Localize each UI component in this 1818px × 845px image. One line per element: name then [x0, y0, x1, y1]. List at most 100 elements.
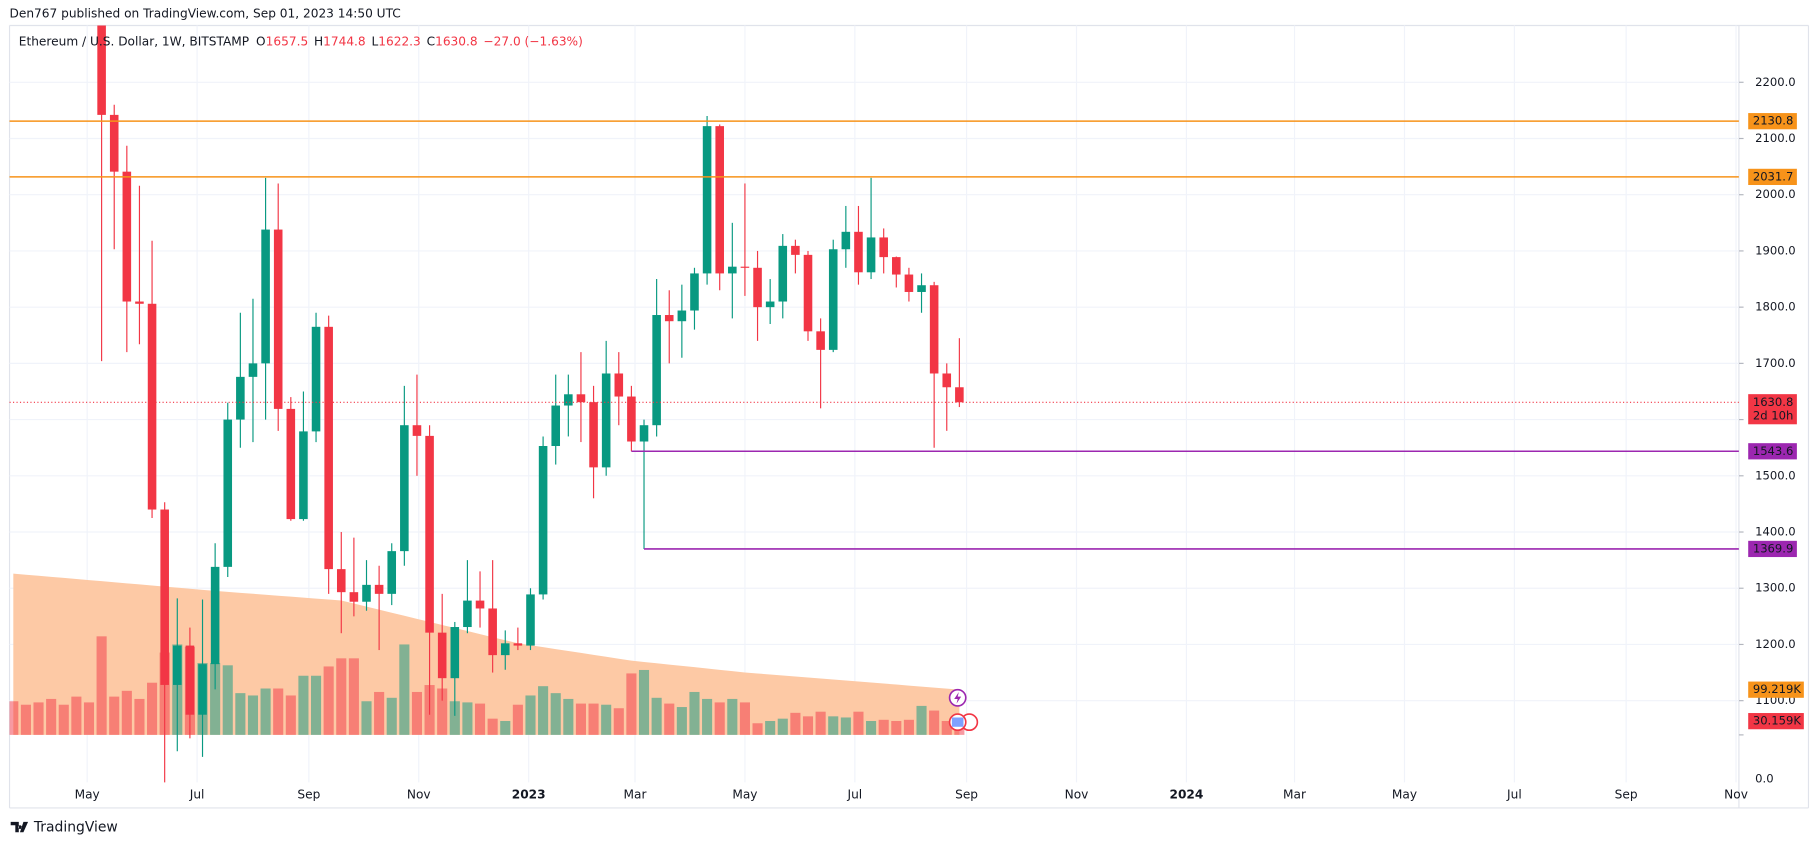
- volume-bar: [374, 691, 385, 735]
- x-tick-label: Nov: [1724, 788, 1748, 802]
- volume-bar: [752, 723, 763, 735]
- volume-bar: [878, 719, 889, 735]
- legend-letter: O: [256, 34, 266, 48]
- axes: May Jul Sep Nov 2023 Mar May Jul Sep Nov 2024 Mar Ma…: [75, 75, 1804, 802]
- level-label: 2031.7: [1753, 169, 1794, 183]
- candle-body: [841, 231, 851, 250]
- volume-bar: [512, 704, 523, 735]
- x-tick-label: Jul: [847, 788, 863, 802]
- x-tick-label: 2024: [1170, 788, 1204, 802]
- volume-bar: [676, 707, 687, 735]
- volume-bar: [58, 704, 69, 735]
- volume-ma-label: 99.219K: [1753, 682, 1802, 696]
- candle-body: [286, 408, 296, 520]
- candle-body: [273, 229, 283, 409]
- volume-bar: [828, 716, 839, 735]
- volume-bar: [500, 720, 511, 735]
- candle-body: [400, 425, 409, 552]
- candle-body: [362, 584, 371, 602]
- volume-bar: [815, 711, 826, 735]
- volume-bar: [777, 718, 788, 735]
- candle-body: [828, 249, 838, 350]
- last-price-label: 1630.8: [1753, 395, 1794, 409]
- candle-body: [500, 643, 510, 656]
- volume-bar: [386, 697, 397, 735]
- candle-body: [198, 664, 207, 715]
- legend-change: −27.0 (−1.63%): [483, 34, 582, 48]
- event-icon-bolt: [954, 691, 962, 704]
- y-tick-label: 1700.0: [1755, 356, 1796, 370]
- volume-bar: [765, 720, 776, 735]
- candle-body: [778, 245, 788, 302]
- volume-bar: [222, 665, 233, 735]
- candle-body: [425, 435, 434, 633]
- volume-bar: [311, 675, 322, 735]
- volume-bar: [235, 693, 246, 735]
- volume-bar: [285, 695, 296, 735]
- candle-body: [854, 231, 863, 273]
- volume-bar: [739, 702, 750, 735]
- candle-body: [791, 245, 800, 255]
- volume-bar: [487, 718, 498, 735]
- candle-body: [147, 303, 157, 510]
- volume-bar: [802, 716, 814, 735]
- volume-bar: [247, 695, 259, 735]
- x-tick-label: Sep: [1615, 788, 1638, 802]
- candle-body: [324, 326, 333, 570]
- candle-body: [627, 396, 636, 442]
- candle-body: [223, 419, 233, 567]
- y-tick-label: 2100.0: [1755, 131, 1796, 145]
- candle-body: [803, 254, 813, 332]
- candle-body: [122, 171, 132, 302]
- price-pane: [9, 25, 1739, 783]
- volume-bar: [538, 686, 549, 735]
- publisher-line: Den767 published on TradingView.com, Sep…: [10, 6, 401, 20]
- candle-body: [185, 645, 195, 715]
- volume-bar: [336, 658, 347, 735]
- volume-bar: [109, 696, 120, 735]
- volume-bar: [33, 702, 44, 735]
- y-tick-label: 1200.0: [1755, 637, 1796, 651]
- volume-bar: [903, 719, 914, 735]
- volume-bar: [437, 688, 448, 735]
- candle-body: [526, 594, 535, 646]
- candle-body: [236, 376, 245, 420]
- footer-logo: [10, 821, 29, 833]
- volume-bar: [411, 691, 423, 735]
- volume-bar: [260, 688, 271, 735]
- volume-bar: [941, 720, 952, 735]
- candle-body: [248, 363, 258, 377]
- volume-bar: [664, 703, 675, 735]
- level-label-box: [1748, 113, 1797, 130]
- volume-last-box: [1748, 713, 1804, 730]
- volume-bar: [601, 704, 612, 735]
- candle-body: [538, 446, 548, 595]
- volume-pane: [9, 573, 965, 735]
- x-tick-label: May: [75, 788, 100, 802]
- candle-body: [955, 387, 964, 403]
- candle-body: [160, 509, 169, 685]
- candle-body: [765, 301, 775, 308]
- candle-body: [601, 373, 611, 468]
- candle-body: [463, 600, 472, 628]
- legend-value: 1744.8: [323, 34, 366, 48]
- volume-bar: [9, 701, 19, 735]
- x-tick-label: May: [732, 788, 757, 802]
- volume-bar: [638, 669, 650, 735]
- footer-brand: TradingView: [33, 820, 118, 836]
- y2-tick-label: 0.0: [1755, 771, 1773, 785]
- legend-value: 1657.5: [266, 34, 309, 48]
- volume-bar: [714, 702, 725, 735]
- volume-bar: [462, 702, 473, 735]
- volume-bar: [210, 662, 221, 735]
- candle-body: [652, 315, 661, 426]
- volume-bar: [83, 702, 95, 735]
- legend-letter: L: [371, 34, 378, 48]
- candle-body: [97, 25, 106, 115]
- x-tick-label: Sep: [297, 788, 320, 802]
- volume-bar: [626, 673, 637, 735]
- volume-bar: [96, 636, 107, 735]
- y-tick-label: 1500.0: [1755, 468, 1796, 482]
- volume-ma-box: [1748, 681, 1804, 698]
- candle-body: [866, 237, 876, 273]
